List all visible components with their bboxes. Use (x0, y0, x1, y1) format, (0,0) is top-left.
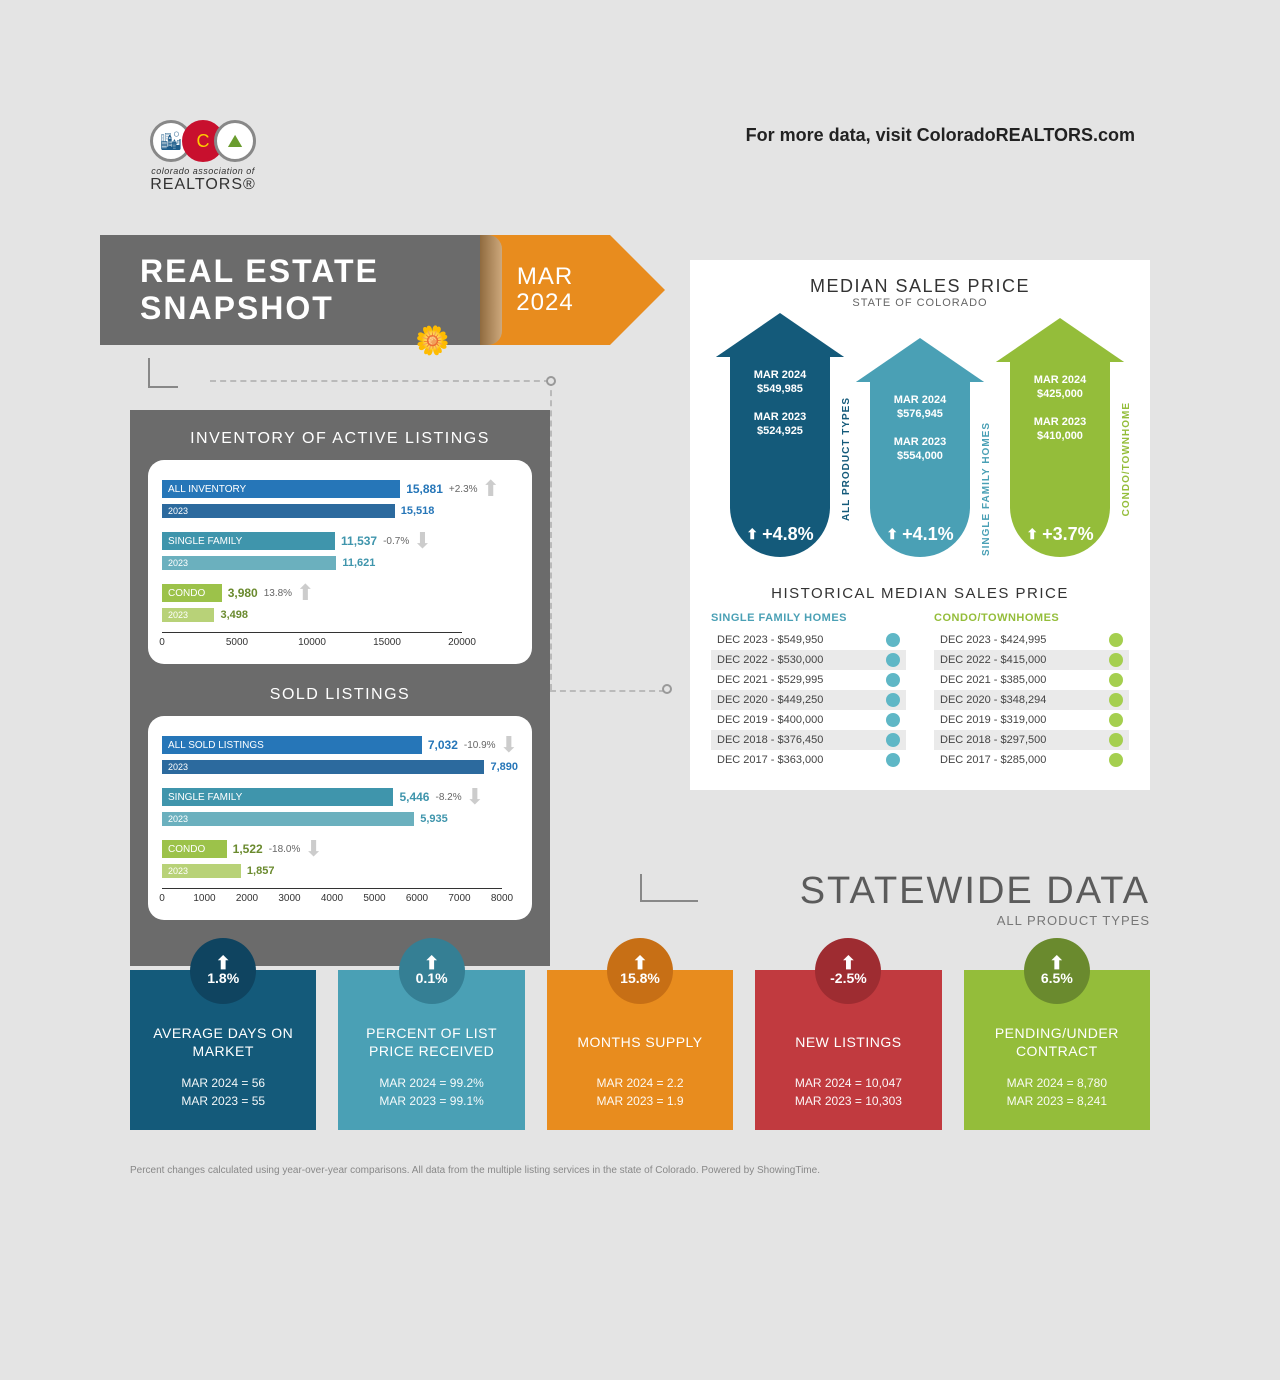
logo-circle-3: ⛰ (214, 120, 256, 162)
flower-icon: 🌼 (415, 324, 450, 357)
sold-title: SOLD LISTINGS (148, 686, 532, 704)
median-panel: MEDIAN SALES PRICE STATE OF COLORADO .ti… (690, 260, 1150, 790)
title-month: MAR (517, 264, 573, 290)
inventory-panel: INVENTORY OF ACTIVE LISTINGS ALL INVENTO… (130, 410, 550, 966)
connector-corner (148, 358, 178, 388)
title-year: 2024 (516, 290, 573, 316)
statewide-heading: STATEWIDE DATA ALL PRODUCT TYPES (800, 870, 1150, 928)
median-arrows: .tip-145a7a::before{border-bottom:44px s… (710, 327, 1130, 557)
dash-line-3 (550, 690, 665, 692)
dash-endpoint (662, 684, 672, 694)
median-sub: STATE OF COLORADO (710, 297, 1130, 309)
title-banner: REAL ESTATE SNAPSHOT 🌼 MAR 2024 (100, 235, 610, 345)
logo-subtext-1: colorado association of (150, 166, 256, 176)
historical-columns: SINGLE FAMILY HOMESDEC 2023 - $549,950DE… (710, 612, 1130, 770)
dash-midpoint (546, 376, 556, 386)
stat-row: ⬆1.8%AVERAGE DAYS ON MARKETMAR 2024 = 56… (130, 970, 1150, 1130)
footer-note: Percent changes calculated using year-ov… (130, 1165, 1150, 1176)
statewide-title: STATEWIDE DATA (800, 870, 1150, 913)
logo: 🏙 C ⛰ colorado association of REALTORS® (150, 120, 256, 194)
inventory-chart: ALL INVENTORY15,881+2.3%⬆202315,518SINGL… (148, 460, 532, 664)
logo-subtext-2: REALTORS® (150, 176, 256, 194)
title-line1: REAL ESTATE (140, 253, 379, 289)
median-title: MEDIAN SALES PRICE (710, 276, 1130, 297)
page-curl (480, 235, 502, 345)
sold-chart: ALL SOLD LISTINGS7,032-10.9%⬇20237,890SI… (148, 716, 532, 920)
dash-line-2 (550, 380, 552, 690)
historical-title: HISTORICAL MEDIAN SALES PRICE (710, 585, 1130, 602)
cta-text: For more data, visit ColoradoREALTORS.co… (746, 125, 1135, 146)
statewide-sub: ALL PRODUCT TYPES (800, 913, 1150, 928)
title-line2: SNAPSHOT (140, 290, 334, 326)
inventory-title: INVENTORY OF ACTIVE LISTINGS (148, 430, 532, 448)
dash-line-1 (210, 380, 550, 382)
statewide-connector (640, 874, 698, 902)
